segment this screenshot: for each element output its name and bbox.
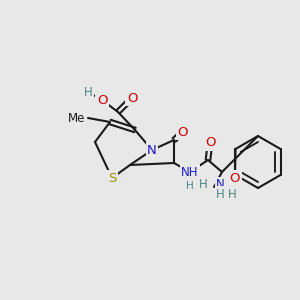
Text: H: H xyxy=(186,181,194,191)
Text: NH: NH xyxy=(181,166,199,178)
Text: O: O xyxy=(178,125,188,139)
Text: H: H xyxy=(199,178,208,191)
Text: O: O xyxy=(205,136,215,149)
Text: O: O xyxy=(97,94,107,106)
Text: H: H xyxy=(216,188,225,200)
Text: N: N xyxy=(147,143,157,157)
Text: N: N xyxy=(216,178,225,191)
Text: Me: Me xyxy=(68,112,85,124)
Text: O: O xyxy=(127,92,137,104)
Text: H: H xyxy=(228,188,236,201)
Text: O: O xyxy=(230,172,240,184)
Text: S: S xyxy=(108,172,116,184)
Text: H: H xyxy=(84,85,92,98)
